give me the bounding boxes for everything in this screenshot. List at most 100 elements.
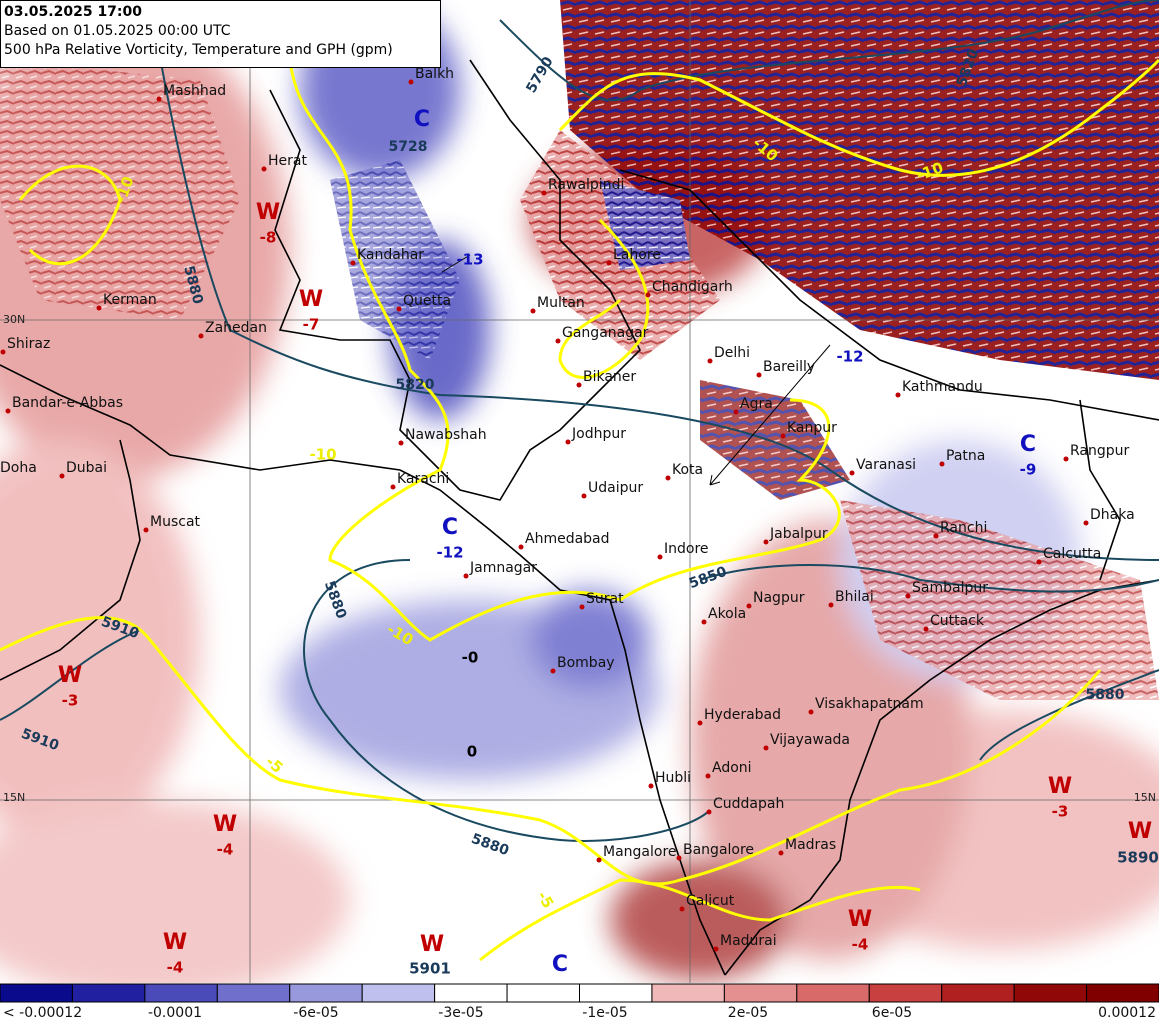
city-label: Akola [708,606,746,622]
city-dot [579,604,585,610]
city-dot [555,338,561,344]
colorbar-swatch [651,983,725,1003]
system-value: -3 [62,692,79,710]
gph-contour-label: 5820 [396,377,435,393]
city-label: Bhilai [835,589,874,605]
colorbar: < -0.00012 -0.0001 -6e-05 -3e-05 -1e-05 2e-05… [0,983,1159,1024]
city-dot [933,533,939,539]
system-letter: W [58,663,82,688]
city-dot [705,773,711,779]
header-valid-time: 03.05.2025 17:00 [4,4,143,20]
city-label: Multan [537,295,585,311]
city-dot [778,850,784,856]
city-label: Zahedan [205,320,267,336]
system-letter: W [420,932,444,957]
city-dot [606,260,612,266]
colorbar-swatch [361,983,436,1003]
temperature-label: -5 [533,888,557,911]
colorbar-label: 0.00012 [1098,1005,1156,1021]
city-label: Hyderabad [704,707,781,723]
city-dot [396,306,402,312]
city-label: Madras [785,837,836,853]
city-label: Herat [268,153,307,169]
city-dot [408,79,414,85]
city-label: Doha [0,460,37,476]
city-dot [645,292,651,298]
city-label: Muscat [150,514,201,530]
colorbar-label: 2e-05 [728,1005,768,1021]
city-label: Nagpur [753,590,805,606]
colorbar-label: -1e-05 [582,1005,627,1021]
city-label: Shiraz [7,336,50,352]
city-label: Dhaka [1090,507,1135,523]
labels: Mashhad Herat Kandahar Quetta Zahedan Kerman S… [0,47,1159,978]
city-label: Jodhpur [571,426,626,442]
city-label: Jamnagar [469,560,537,576]
city-label: Cuttack [930,613,985,629]
city-dot [5,408,11,414]
city-dot [596,857,602,863]
city-label: Visakhapatnam [815,696,924,712]
city-dot [923,626,929,632]
colorbar-swatch [434,983,508,1003]
city-dot [565,439,571,445]
city-dot [733,409,739,415]
city-dot [713,946,719,952]
field-value: 5890 [1117,849,1159,867]
header-field: 500 hPa Relative Vorticity, Temperature … [4,42,393,58]
temperature-contours [0,58,1159,962]
city-label: Rawalpindi [548,177,624,193]
city-label: Kathmandu [902,379,983,395]
system-letter: W [299,287,323,312]
city-dot [261,166,267,172]
city-dot [1063,456,1069,462]
city-label: Bangalore [683,842,754,858]
city-label: Kerman [103,292,157,308]
background-field [0,0,1159,1000]
colorbar-label: -0.0001 [148,1005,202,1021]
city-dot [679,906,685,912]
header-box: 03.05.2025 17:00 Based on 01.05.2025 00:… [0,0,441,68]
city-dot [808,709,814,715]
colorbar-swatch [289,983,363,1003]
city-dot [541,190,547,196]
colorbar-swatch [1013,983,1088,1003]
city-label: Quetta [403,293,451,309]
city-dot [849,470,855,476]
city-label: Ahmedabad [525,531,610,547]
latitude-label: 30N [3,313,25,326]
system-value: -7 [303,316,320,334]
latitude-label: 15N [3,791,25,804]
colorbar-swatch [868,983,943,1003]
colorbar-label: 6e-05 [872,1005,912,1021]
city-label: Bikaner [583,369,636,385]
city-dot [550,668,556,674]
city-label: Karachi [397,471,449,487]
city-dot [676,855,682,861]
city-dot [706,809,712,815]
colorbar-swatch [941,983,1015,1003]
city-dot [518,544,524,550]
city-label: Delhi [714,345,750,361]
city-dot [707,358,713,364]
city-dot [463,573,469,579]
system-letter: W [1128,819,1152,844]
field-value: -13 [456,251,483,269]
field-value: 0 [467,743,477,761]
system-value: -12 [436,544,463,562]
system-value: -4 [852,936,869,954]
city-label: Lahore [613,247,661,263]
city-dot [581,493,587,499]
colorbar-swatch [506,983,580,1003]
colorbar-label: -6e-05 [293,1005,338,1021]
city-label: Bombay [557,655,615,671]
city-dot [763,539,769,545]
city-dot [1036,559,1042,565]
city-dot [530,308,536,314]
city-label: Hubli [655,770,691,786]
system-letter: C [414,107,430,132]
city-label: Mashhad [163,83,226,99]
city-label: Calicut [686,893,735,909]
